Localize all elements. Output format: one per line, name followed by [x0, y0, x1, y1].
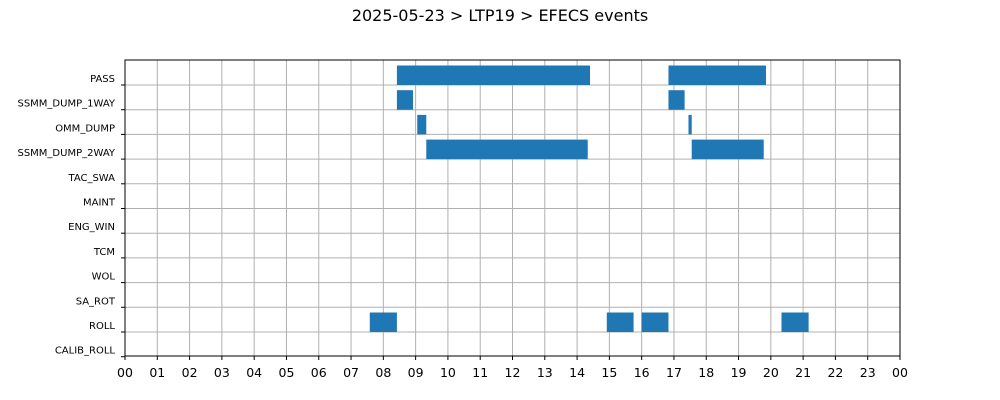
x-tick-label: 21 [795, 365, 811, 380]
x-tick-label: 14 [569, 365, 585, 380]
event-bar-omm-dump [417, 114, 427, 135]
event-bar-roll [641, 312, 669, 332]
y-tick-label: TAC_SWA [67, 173, 115, 184]
x-tick-label: 16 [634, 365, 650, 380]
x-tick-label: 05 [279, 365, 295, 380]
x-tick-label: 02 [182, 365, 198, 380]
x-tick-label: 09 [408, 365, 424, 380]
event-bar-ssmm-dump-1way [668, 90, 685, 110]
x-tick-label: 00 [117, 365, 133, 380]
event-bar-pass [668, 65, 766, 85]
x-axis: 00 01 02 03 04 05 06 07 08 09 10 11 12 13 14 15 16 17 18 19… [117, 356, 908, 380]
x-tick-label: 00 [892, 365, 908, 380]
event-bar-ssmm-dump-2way [691, 139, 764, 160]
y-tick-label: ENG_WIN [68, 222, 115, 233]
x-tick-label: 17 [666, 365, 682, 380]
y-tick-label: SA_ROT [76, 296, 116, 307]
event-bar-roll [606, 312, 634, 332]
y-tick-label: TCM [93, 247, 115, 258]
y-tick-label: MAINT [83, 198, 116, 209]
x-tick-label: 06 [311, 365, 327, 380]
y-tick-label: SSMM_DUMP_1WAY [17, 99, 115, 110]
x-tick-label: 15 [601, 365, 617, 380]
grid [125, 60, 900, 356]
x-tick-label: 11 [472, 365, 488, 380]
event-bar-omm-dump [688, 114, 692, 135]
x-tick-label: 10 [440, 365, 456, 380]
x-tick-label: 20 [763, 365, 779, 380]
x-tick-label: 01 [149, 365, 165, 380]
event-bar-ssmm-dump-2way [426, 139, 588, 160]
x-tick-label: 04 [246, 365, 262, 380]
y-tick-label: PASS [90, 74, 115, 85]
x-tick-label: 19 [731, 365, 747, 380]
event-bar-roll [781, 312, 809, 332]
chart-title: 2025-05-23 > LTP19 > EFECS events [351, 6, 649, 25]
y-axis: PASS SSMM_DUMP_1WAY OMM_DUMP SSMM_DUMP_2WAY… [17, 74, 125, 358]
y-tick-label: WOL [92, 272, 116, 283]
x-tick-label: 12 [505, 365, 521, 380]
event-bar-ssmm-dump-1way [396, 90, 414, 110]
x-tick-label: 23 [860, 365, 876, 380]
x-tick-label: 22 [827, 365, 843, 380]
x-tick-label: 18 [698, 365, 714, 380]
y-tick-label: CALIB_ROLL [55, 346, 116, 357]
y-tick-label: ROLL [89, 321, 115, 332]
event-bars [369, 65, 809, 332]
x-tick-label: 08 [375, 365, 391, 380]
event-bar-roll [369, 312, 397, 332]
y-tick-label: SSMM_DUMP_2WAY [17, 148, 115, 159]
event-bar-pass [396, 65, 590, 85]
x-tick-label: 13 [537, 365, 553, 380]
y-tick-label: OMM_DUMP [55, 123, 115, 134]
x-tick-label: 07 [343, 365, 359, 380]
x-tick-label: 03 [214, 365, 230, 380]
